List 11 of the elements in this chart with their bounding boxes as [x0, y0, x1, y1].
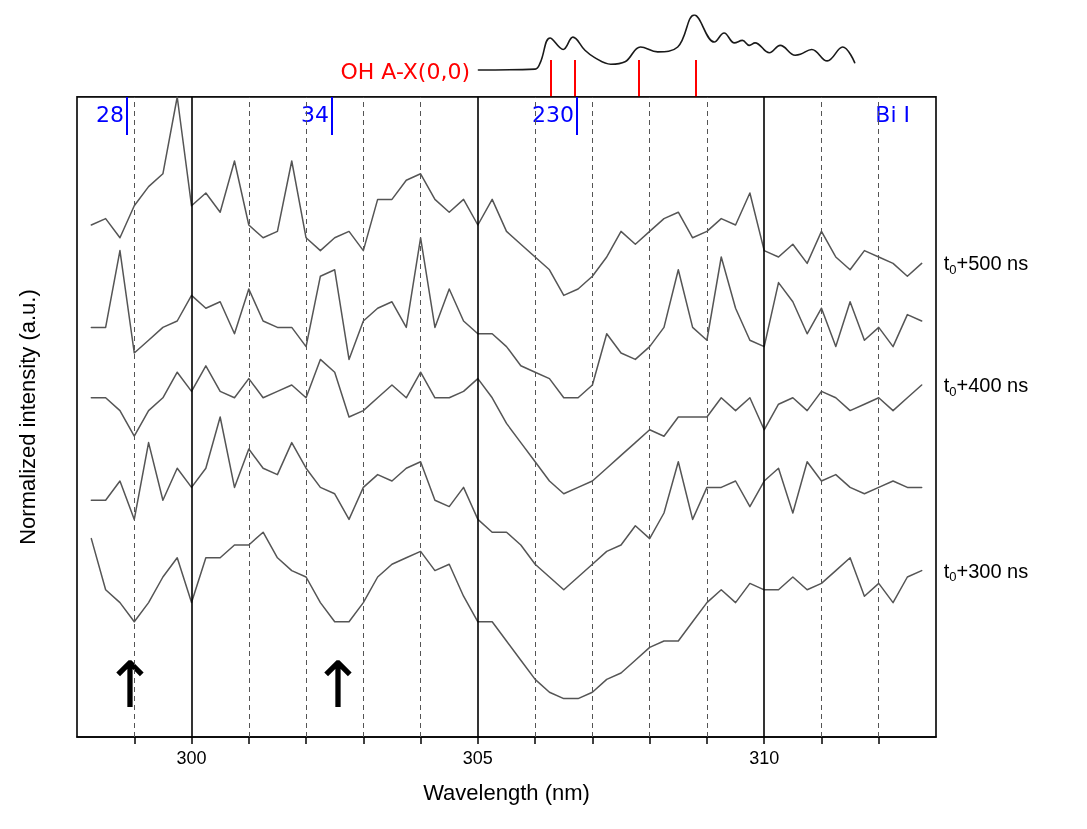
annotation: OH A-X(0,0) [340, 58, 470, 84]
x-tick-label: 310 [749, 748, 780, 768]
x-tick-label: 300 [176, 748, 207, 768]
x-axis-title: Wavelength (nm) [423, 779, 590, 805]
annotation: 34 [301, 101, 329, 127]
x-tick-label: 305 [462, 748, 493, 768]
y-axis-title: Normalized intensity (a.u.) [14, 289, 40, 545]
annotation: ↑ [311, 648, 365, 722]
annotation: 230 [532, 101, 574, 127]
annotation: ↑ [103, 648, 157, 722]
annotation: 28 [96, 101, 124, 127]
